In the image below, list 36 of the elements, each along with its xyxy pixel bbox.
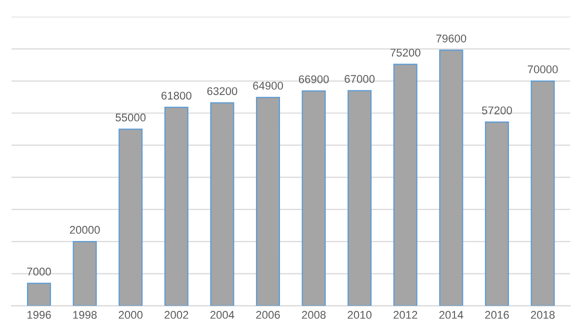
data-label: 64900 xyxy=(253,82,283,90)
bar xyxy=(118,128,143,306)
data-label: 67000 xyxy=(344,75,375,83)
bar xyxy=(348,90,372,306)
data-label: 57200 xyxy=(482,106,512,114)
data-label: 79600 xyxy=(436,34,466,42)
bar xyxy=(164,106,188,306)
bar xyxy=(26,282,51,306)
bar xyxy=(439,50,464,306)
x-tick-label: 2004 xyxy=(210,310,234,319)
bar xyxy=(530,80,555,306)
bar xyxy=(210,102,234,306)
data-label: 63200 xyxy=(207,87,238,96)
bar xyxy=(256,96,280,306)
data-label: 75200 xyxy=(390,48,420,57)
x-tick-label: 2012 xyxy=(394,310,418,319)
data-label: 55000 xyxy=(116,114,146,122)
bar xyxy=(484,122,509,306)
x-tick-label: 2014 xyxy=(439,310,464,319)
x-tick-label: 2016 xyxy=(485,310,509,319)
bar xyxy=(393,64,418,306)
x-tick-label: 2018 xyxy=(530,310,555,319)
data-label: 7000 xyxy=(27,268,51,276)
x-tick-label: 2010 xyxy=(348,310,372,319)
x-tick-label: 1996 xyxy=(27,310,51,319)
x-tick-label: 2008 xyxy=(302,310,326,319)
x-tick-label: 2006 xyxy=(256,310,280,319)
data-label: 66900 xyxy=(298,75,329,84)
data-label: 70000 xyxy=(528,65,558,74)
data-label: 20000 xyxy=(70,226,100,234)
bar xyxy=(72,240,97,306)
x-tick-label: 1998 xyxy=(73,310,97,319)
data-label: 61800 xyxy=(162,92,192,100)
bar xyxy=(302,90,326,306)
x-tick-label: 2002 xyxy=(164,310,188,319)
x-tick-label: 2000 xyxy=(118,310,143,319)
